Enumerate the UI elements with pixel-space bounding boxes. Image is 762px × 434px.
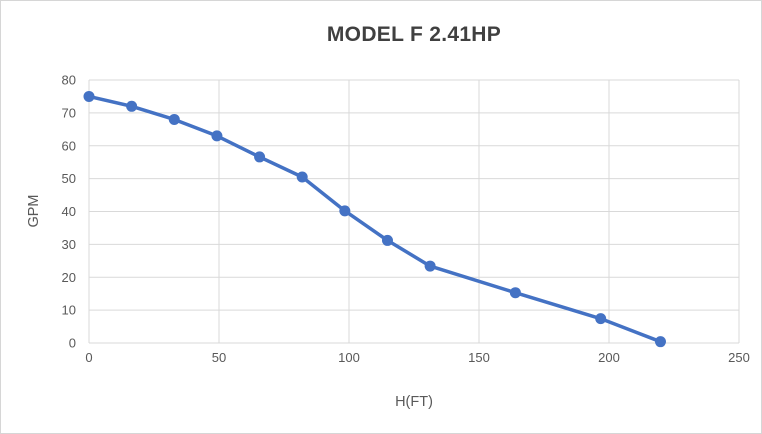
x-tick-label: 150 bbox=[468, 350, 490, 365]
y-tick-label: 60 bbox=[62, 138, 76, 153]
y-tick-label: 70 bbox=[62, 105, 76, 120]
data-point-marker bbox=[254, 151, 266, 163]
x-tick-label: 250 bbox=[728, 350, 750, 365]
x-axis-tick-labels: 0 50 100 150 200 250 bbox=[85, 350, 749, 365]
data-point-marker bbox=[381, 234, 393, 246]
y-tick-label: 10 bbox=[62, 303, 76, 318]
y-tick-label: 50 bbox=[62, 171, 76, 186]
data-series bbox=[83, 90, 666, 348]
data-point-marker bbox=[168, 113, 180, 125]
x-tick-label: 100 bbox=[338, 350, 360, 365]
data-point-marker bbox=[211, 130, 223, 142]
data-point-marker bbox=[339, 205, 351, 217]
gridlines bbox=[88, 79, 740, 344]
y-tick-label: 40 bbox=[62, 204, 76, 219]
y-tick-label: 80 bbox=[62, 73, 76, 88]
data-point-marker bbox=[654, 336, 666, 348]
data-point-marker bbox=[424, 260, 436, 272]
data-point-marker bbox=[595, 313, 607, 325]
y-tick-label: 0 bbox=[69, 336, 76, 351]
y-tick-label: 20 bbox=[62, 270, 76, 285]
data-point-marker bbox=[126, 100, 138, 112]
chart-title: MODEL F 2.41HP bbox=[327, 23, 501, 46]
x-tick-label: 50 bbox=[212, 350, 226, 365]
y-tick-label: 30 bbox=[62, 237, 76, 252]
x-tick-label: 0 bbox=[85, 350, 92, 365]
x-axis-title: H(FT) bbox=[395, 394, 433, 410]
x-tick-label: 200 bbox=[598, 350, 620, 365]
y-axis-title: GPM bbox=[26, 194, 42, 227]
series-line bbox=[87, 94, 663, 344]
data-point-marker bbox=[509, 287, 521, 299]
data-point-marker bbox=[296, 171, 308, 183]
y-axis-tick-labels: 0 10 20 30 40 50 60 70 80 bbox=[62, 73, 76, 351]
data-point-marker bbox=[83, 90, 95, 102]
